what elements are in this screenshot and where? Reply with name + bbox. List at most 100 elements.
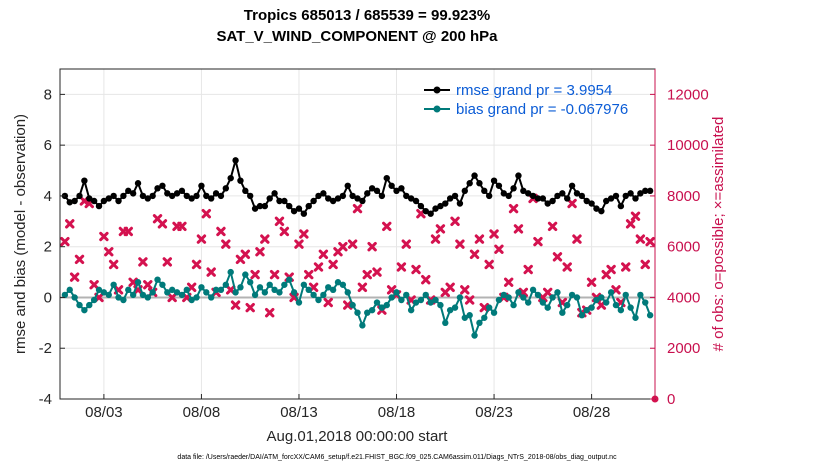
obs-marker: [606, 264, 616, 275]
bias-point: [222, 281, 230, 288]
rmse-point: [349, 192, 356, 200]
rmse-point: [95, 202, 103, 210]
bias-point: [466, 312, 473, 319]
bias-point: [115, 294, 122, 301]
rmse-point: [607, 195, 615, 202]
rmse-point: [417, 202, 425, 210]
bias-point: [505, 294, 512, 301]
obs-marker: [328, 259, 338, 270]
bias-point: [247, 279, 254, 286]
bias-point: [95, 286, 103, 294]
bias-point: [417, 296, 425, 304]
rmse-point: [383, 174, 390, 182]
y-right-tick-label: 8000: [667, 188, 700, 205]
rmse-point: [217, 192, 225, 200]
obs-marker: [143, 280, 153, 290]
bias-point: [315, 296, 322, 304]
bias-point: [593, 296, 600, 304]
bias-point: [554, 289, 561, 296]
rmse-point: [612, 192, 620, 200]
bias-point: [432, 296, 439, 304]
bias-point: [339, 281, 347, 288]
bias-point: [598, 294, 605, 301]
rmse-point: [105, 195, 112, 202]
x-tick-label: 08/23: [475, 404, 513, 421]
rmse-point: [173, 190, 181, 197]
rmse-point: [305, 202, 312, 210]
obs-marker: [513, 224, 524, 234]
obs-marker: [411, 264, 421, 275]
legend: rmse grand pr = 3.9954 bias grand pr = -…: [424, 82, 628, 118]
rmse-point: [329, 197, 337, 205]
bias-point: [310, 291, 317, 299]
bias-point: [573, 294, 581, 301]
bias-point: [295, 299, 303, 306]
rmse-point: [300, 210, 308, 217]
bias-point: [578, 312, 586, 319]
bias-point: [61, 291, 69, 299]
bias-point: [212, 286, 220, 294]
obs-marker: [177, 221, 187, 232]
y-right-tick-label: 10000: [667, 137, 709, 154]
rmse-point: [198, 182, 205, 189]
rmse-point: [286, 202, 293, 210]
y-tick-label: -2: [39, 340, 52, 357]
obs-marker: [323, 297, 333, 308]
bias-point: [520, 294, 527, 301]
rmse-point: [183, 192, 191, 200]
rmse-point: [232, 157, 239, 164]
bias-point: [481, 314, 488, 321]
rmse-point: [247, 192, 254, 200]
bias-point: [451, 304, 459, 311]
rmse-point: [388, 182, 395, 189]
obs-marker: [382, 221, 392, 232]
rmse-point: [81, 177, 88, 184]
bias-point: [242, 271, 249, 278]
obs-marker: [435, 224, 446, 234]
rmse-point: [549, 197, 556, 205]
obs-marker: [367, 241, 377, 252]
rmse-point: [539, 195, 547, 202]
obs-marker: [503, 277, 514, 287]
bias-point: [320, 291, 327, 299]
bias-point: [164, 289, 171, 296]
rmse-point: [466, 180, 473, 187]
bias-point: [442, 319, 449, 327]
bias-point: [173, 289, 181, 296]
rmse-point: [76, 192, 83, 200]
bias-point: [105, 291, 112, 299]
obs-marker: [362, 269, 372, 280]
obs-marker: [572, 234, 582, 244]
bias-point: [81, 306, 88, 314]
rmse-point: [627, 190, 634, 197]
rmse-point: [583, 197, 590, 205]
obs-marker: [547, 221, 558, 232]
obs-marker: [645, 236, 655, 247]
rmse-point: [178, 187, 186, 195]
obs-marker: [586, 277, 597, 287]
bias-point: [300, 281, 308, 288]
rmse-point: [295, 205, 303, 212]
bias-point: [188, 296, 195, 304]
bias-point: [544, 304, 551, 311]
obs-series: [60, 193, 659, 403]
obs-marker: [625, 219, 636, 229]
rmse-point: [603, 197, 610, 205]
bias-point: [534, 291, 542, 299]
obs-marker: [421, 274, 431, 285]
bias-point: [290, 289, 298, 296]
bias-point: [359, 322, 366, 329]
rmse-point: [427, 210, 434, 217]
bias-point: [144, 294, 151, 301]
bias-point: [134, 279, 142, 286]
rmse-point: [281, 197, 288, 205]
rmse-point: [632, 195, 639, 202]
obs-marker: [464, 295, 475, 305]
y-tick-label: 8: [44, 86, 52, 103]
bias-point: [364, 309, 371, 316]
rmse-point: [310, 197, 317, 205]
bias-point: [183, 286, 191, 294]
obs-marker: [543, 287, 553, 298]
y-right-tick-label: 6000: [667, 239, 700, 256]
